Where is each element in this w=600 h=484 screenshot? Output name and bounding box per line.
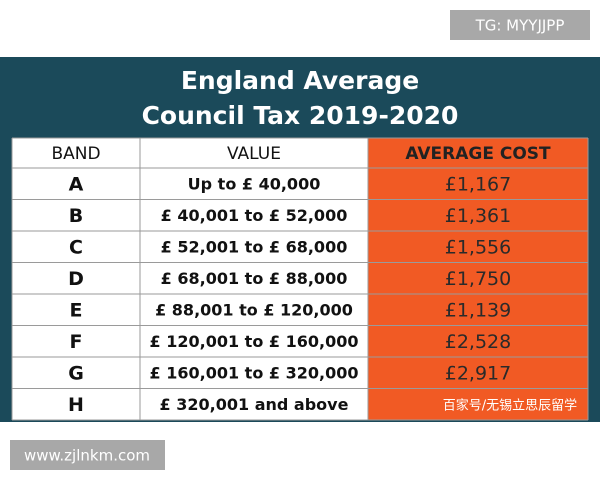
cost-column: [368, 138, 588, 420]
value: £ 52,001 to £ 68,000: [161, 237, 348, 256]
band: D: [68, 268, 84, 290]
watermark-box: [10, 440, 165, 470]
watermark: www.zjlnkm.com: [24, 447, 150, 465]
table-bg: [12, 138, 368, 420]
title-line: Council Tax 2019-2020: [142, 101, 459, 130]
cost: £1,139: [445, 299, 511, 321]
value: £ 40,001 to £ 52,000: [161, 206, 348, 225]
band: C: [69, 236, 83, 258]
cost: £1,167: [445, 173, 511, 195]
cost: £1,750: [445, 268, 511, 290]
cost: £2,917: [445, 362, 511, 384]
band: G: [68, 362, 84, 384]
watermark-box: [450, 10, 590, 40]
value: £ 320,001 and above: [160, 395, 349, 414]
column-header: AVERAGE COST: [405, 144, 551, 164]
value: £ 160,001 to £ 320,000: [150, 363, 359, 382]
title-line: England Average: [181, 66, 419, 95]
column-header: VALUE: [227, 144, 281, 164]
cost: £2,528: [445, 331, 511, 353]
value: £ 68,001 to £ 88,000: [161, 269, 348, 288]
band: H: [68, 394, 84, 416]
band: A: [69, 173, 84, 195]
table: BAND VALUE AVERAGE COST A Up to £ 40,000 £1,1…: [11, 137, 589, 421]
cost: £1,556: [445, 236, 511, 258]
value: £ 88,001 to £ 120,000: [155, 300, 353, 319]
band: B: [69, 205, 83, 227]
value: Up to £ 40,000: [188, 174, 321, 193]
cost: £1,361: [445, 205, 511, 227]
column-header: BAND: [51, 144, 100, 164]
watermark: TG: MYYJJPP: [475, 17, 565, 35]
watermark: 百家号/无锡立思辰留学: [443, 398, 577, 414]
value: £ 120,001 to £ 160,000: [150, 332, 359, 351]
band: F: [70, 331, 83, 353]
band: E: [70, 299, 83, 321]
